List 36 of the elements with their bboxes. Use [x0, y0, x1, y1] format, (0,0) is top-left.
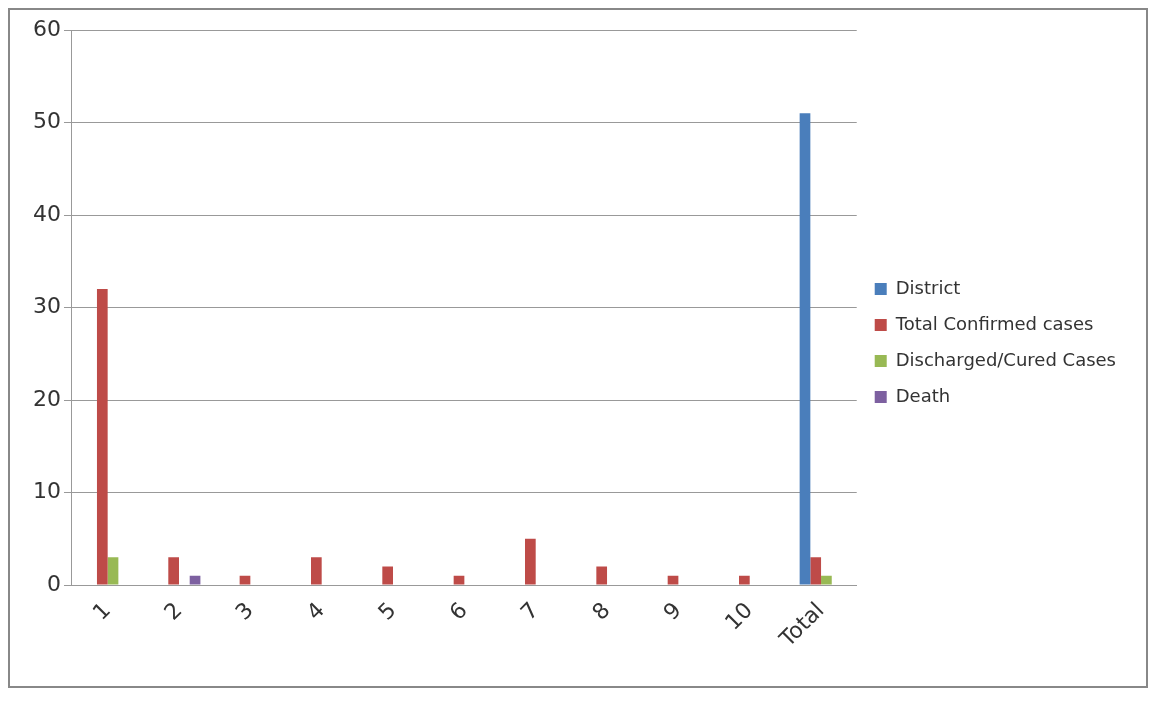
x-tick-label: 6 [444, 597, 472, 625]
bar [799, 113, 811, 585]
x-tick-label: 4 [301, 597, 330, 625]
bar [667, 575, 679, 585]
bar [596, 566, 608, 585]
y-tick-label: 40 [32, 200, 61, 226]
bar [821, 575, 832, 585]
y-tick-label: 0 [46, 570, 61, 596]
y-tick-label: 20 [32, 385, 61, 411]
y-tick-label: 60 [32, 15, 61, 41]
legend-label: District [895, 276, 961, 298]
y-tick-label: 10 [32, 478, 61, 504]
x-tick-label: 9 [658, 597, 686, 625]
bar [189, 575, 201, 585]
bar [310, 557, 322, 585]
y-tick-label: 50 [32, 108, 61, 134]
bar [810, 557, 822, 585]
bar [525, 538, 536, 585]
bar [739, 575, 750, 585]
legend-label: Total Confirmed cases [894, 312, 1094, 334]
bar [107, 557, 119, 585]
x-tick-label: 2 [159, 597, 187, 625]
x-tick-label: 1 [87, 597, 116, 625]
bar [382, 566, 394, 585]
bar [453, 575, 465, 585]
y-tick-label: 30 [32, 293, 61, 319]
x-tick-label: 3 [230, 597, 258, 625]
bar [96, 289, 108, 585]
legend-label: Death [895, 384, 951, 406]
bar [168, 557, 179, 585]
x-tick-label: 7 [515, 597, 544, 625]
x-tick-label: 8 [587, 597, 615, 625]
x-tick-label: 5 [373, 597, 401, 625]
bar [239, 575, 251, 585]
x-tick-label: 10 [719, 597, 758, 635]
legend-label: Discharged/Cured Cases [895, 348, 1116, 370]
